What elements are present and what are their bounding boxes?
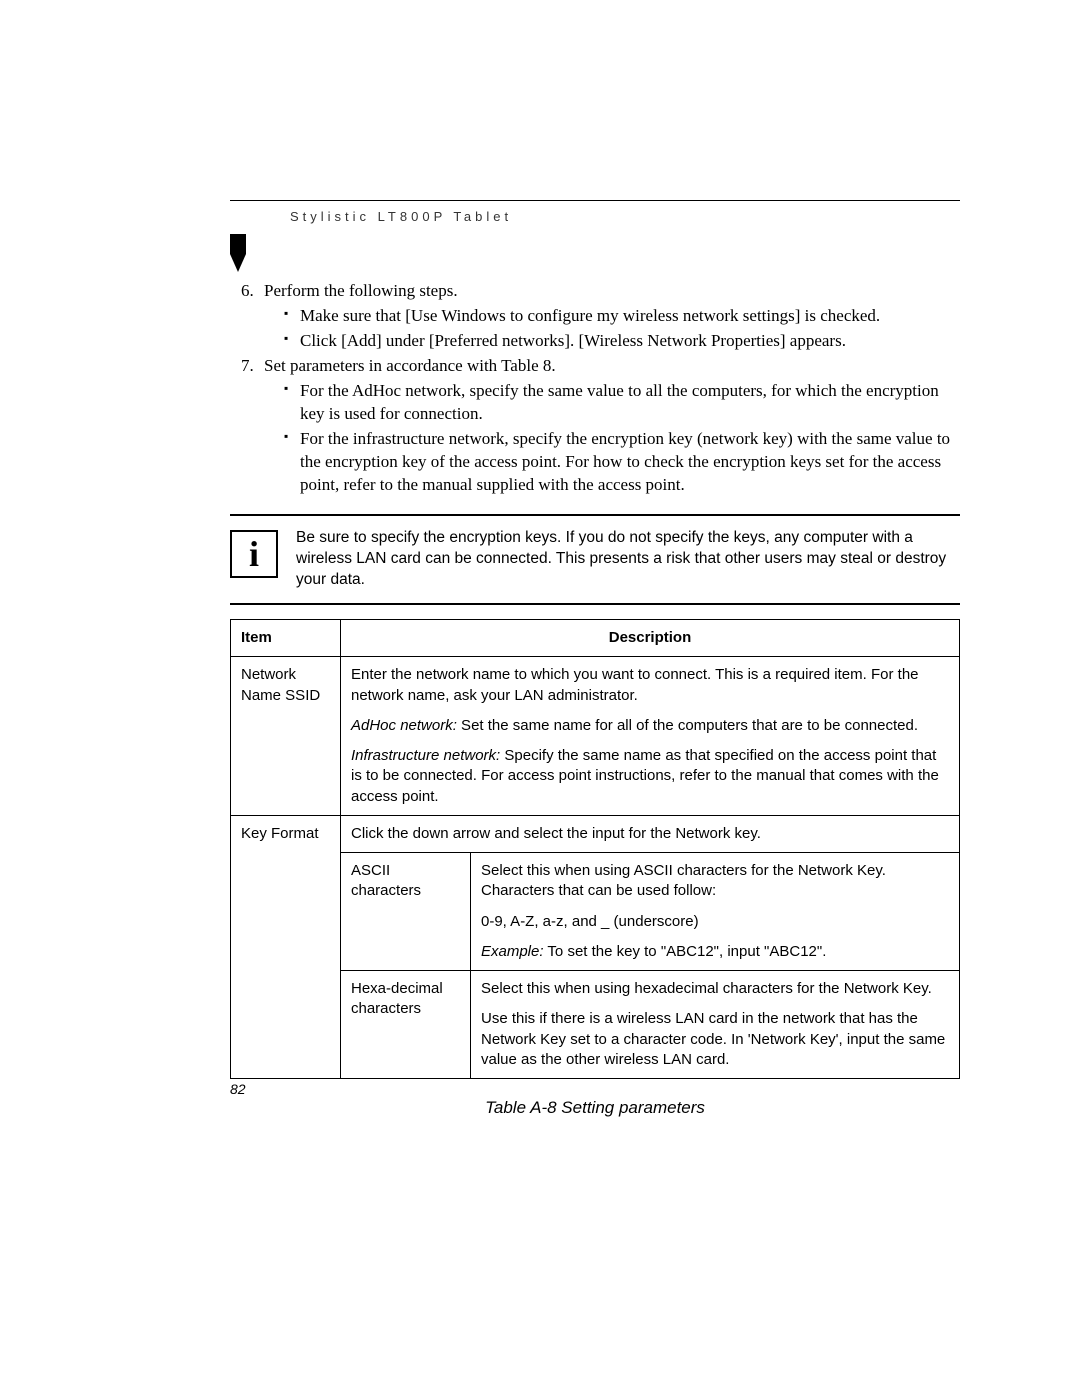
step-7: Set parameters in accordance with Table … xyxy=(258,355,960,497)
step-6-text: Perform the following steps. xyxy=(264,281,458,300)
ascii-p3-em: Example: xyxy=(481,943,544,960)
ascii-p2: 0-9, A-Z, a-z, and _ (underscore) xyxy=(481,912,949,932)
step-6: Perform the following steps. Make sure t… xyxy=(258,280,960,353)
col-description-header: Description xyxy=(341,620,960,657)
hex-p2: Use this if there is a wireless LAN card… xyxy=(481,1009,949,1070)
product-label: Stylistic LT800P Tablet xyxy=(290,209,960,224)
cell-hex-desc: Select this when using hexadecimal chara… xyxy=(471,971,960,1079)
note-bottom-divider xyxy=(230,603,960,605)
table-caption: Table A-8 Setting parameters xyxy=(230,1097,960,1120)
cell-ssid-item: Network Name SSID xyxy=(231,657,341,816)
ssid-p2-rest: Set the same name for all of the compute… xyxy=(457,717,918,734)
note-box: i Be sure to specify the encryption keys… xyxy=(230,528,960,591)
page-number: 82 xyxy=(230,1081,246,1097)
tab-mark-icon xyxy=(230,234,246,272)
page-header: Stylistic LT800P Tablet xyxy=(230,200,960,224)
ssid-p3-em: Infrastructure network: xyxy=(351,747,500,764)
step-6-bullets: Make sure that [Use Windows to configure… xyxy=(264,305,960,353)
document-page: Stylistic LT800P Tablet Perform the foll… xyxy=(0,0,1080,1397)
note-text: Be sure to specify the encryption keys. … xyxy=(296,528,960,591)
parameters-table: Item Description Network Name SSID Enter… xyxy=(230,619,960,1079)
ascii-p1: Select this when using ASCII characters … xyxy=(481,861,949,902)
cell-ascii-label: ASCII characters xyxy=(341,853,471,971)
body-content: Perform the following steps. Make sure t… xyxy=(230,280,960,1120)
step-7-bullets: For the AdHoc network, specify the same … xyxy=(264,380,960,497)
ascii-p3: Example: To set the key to "ABC12", inpu… xyxy=(481,942,949,962)
step-7-text: Set parameters in accordance with Table … xyxy=(264,356,556,375)
steps-list: Perform the following steps. Make sure t… xyxy=(230,280,960,496)
step-7-bullet-1: For the AdHoc network, specify the same … xyxy=(284,380,960,426)
step-6-bullet-1: Make sure that [Use Windows to configure… xyxy=(284,305,960,328)
row-hex: Hexa-decimal characters Select this when… xyxy=(231,971,960,1079)
row-ascii: ASCII characters Select this when using … xyxy=(231,853,960,971)
col-item-header: Item xyxy=(231,620,341,657)
table-header-row: Item Description xyxy=(231,620,960,657)
info-glyph: i xyxy=(249,536,259,572)
row-ssid: Network Name SSID Enter the network name… xyxy=(231,657,960,816)
cell-hex-label: Hexa-decimal characters xyxy=(341,971,471,1079)
cell-ascii-desc: Select this when using ASCII characters … xyxy=(471,853,960,971)
row-keyformat-head: Key Format Click the down arrow and sele… xyxy=(231,815,960,852)
ssid-p2-em: AdHoc network: xyxy=(351,717,457,734)
cell-ssid-desc: Enter the network name to which you want… xyxy=(341,657,960,816)
info-icon: i xyxy=(230,530,278,578)
ssid-p2: AdHoc network: Set the same name for all… xyxy=(351,716,949,736)
ssid-p3: Infrastructure network: Specify the same… xyxy=(351,746,949,807)
step-6-bullet-2: Click [Add] under [Preferred networks]. … xyxy=(284,330,960,353)
ssid-p1: Enter the network name to which you want… xyxy=(351,665,949,706)
cell-keyformat-item: Key Format xyxy=(231,815,341,1078)
ascii-p3-rest: To set the key to "ABC12", input "ABC12"… xyxy=(544,943,827,960)
cell-keyformat-desc: Click the down arrow and select the inpu… xyxy=(341,815,960,852)
step-7-bullet-2: For the infrastructure network, specify … xyxy=(284,428,960,497)
note-top-divider xyxy=(230,514,960,516)
hex-p1: Select this when using hexadecimal chara… xyxy=(481,979,949,999)
